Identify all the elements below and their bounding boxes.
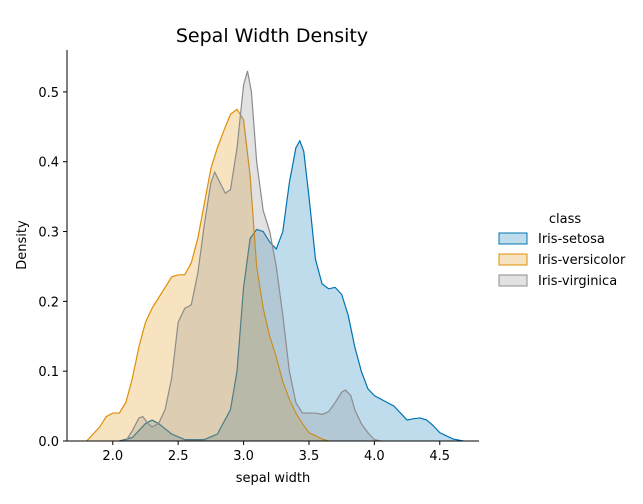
- y-tick-label: 0.2: [38, 295, 59, 310]
- x-tick-label: 4.5: [429, 449, 450, 464]
- x-axis-label: sepal width: [236, 471, 311, 486]
- legend-swatch-iris-setosa: [498, 232, 528, 245]
- density-line-iris-virginica: [125, 70, 382, 442]
- y-tick-label: 0.1: [38, 365, 59, 380]
- legend-swatch-iris-versicolor: [498, 253, 528, 266]
- legend-label-iris-versicolor: Iris-versicolor: [538, 253, 626, 268]
- legend-swatch-iris-virginica: [498, 274, 528, 287]
- density-line-iris-setosa: [119, 139, 464, 442]
- density-area-iris-versicolor: [86, 109, 329, 441]
- y-axis-label: Density: [15, 220, 30, 270]
- legend: class Iris-setosa Iris-versicolor Iris-vir…: [498, 212, 626, 289]
- density-area-iris-setosa: [119, 140, 464, 441]
- chart-title: Sepal Width Density: [176, 25, 368, 47]
- y-tick-label: 0.5: [38, 86, 59, 101]
- y-tick-label: 0.4: [38, 156, 59, 171]
- legend-label-iris-setosa: Iris-setosa: [538, 232, 605, 247]
- axes-layer: 2.0 2.5 3.0 3.5 4.0 4.5 0.0 0.1 0.2 0.3 0.4 0.5: [38, 50, 479, 464]
- y-tick-label: 0.3: [38, 226, 59, 241]
- x-tick-label: 3.5: [299, 449, 320, 464]
- series-layer: [86, 70, 464, 442]
- y-tick-label: 0.0: [38, 435, 59, 450]
- density-area-iris-virginica: [125, 70, 381, 441]
- legend-title: class: [549, 212, 581, 227]
- x-tick-label: 2.0: [102, 449, 123, 464]
- density-line-iris-versicolor: [86, 108, 329, 442]
- x-tick-label: 2.5: [168, 449, 189, 464]
- x-tick-label: 3.0: [233, 449, 254, 464]
- legend-label-iris-virginica: Iris-virginica: [538, 274, 617, 289]
- x-tick-label: 4.0: [364, 449, 385, 464]
